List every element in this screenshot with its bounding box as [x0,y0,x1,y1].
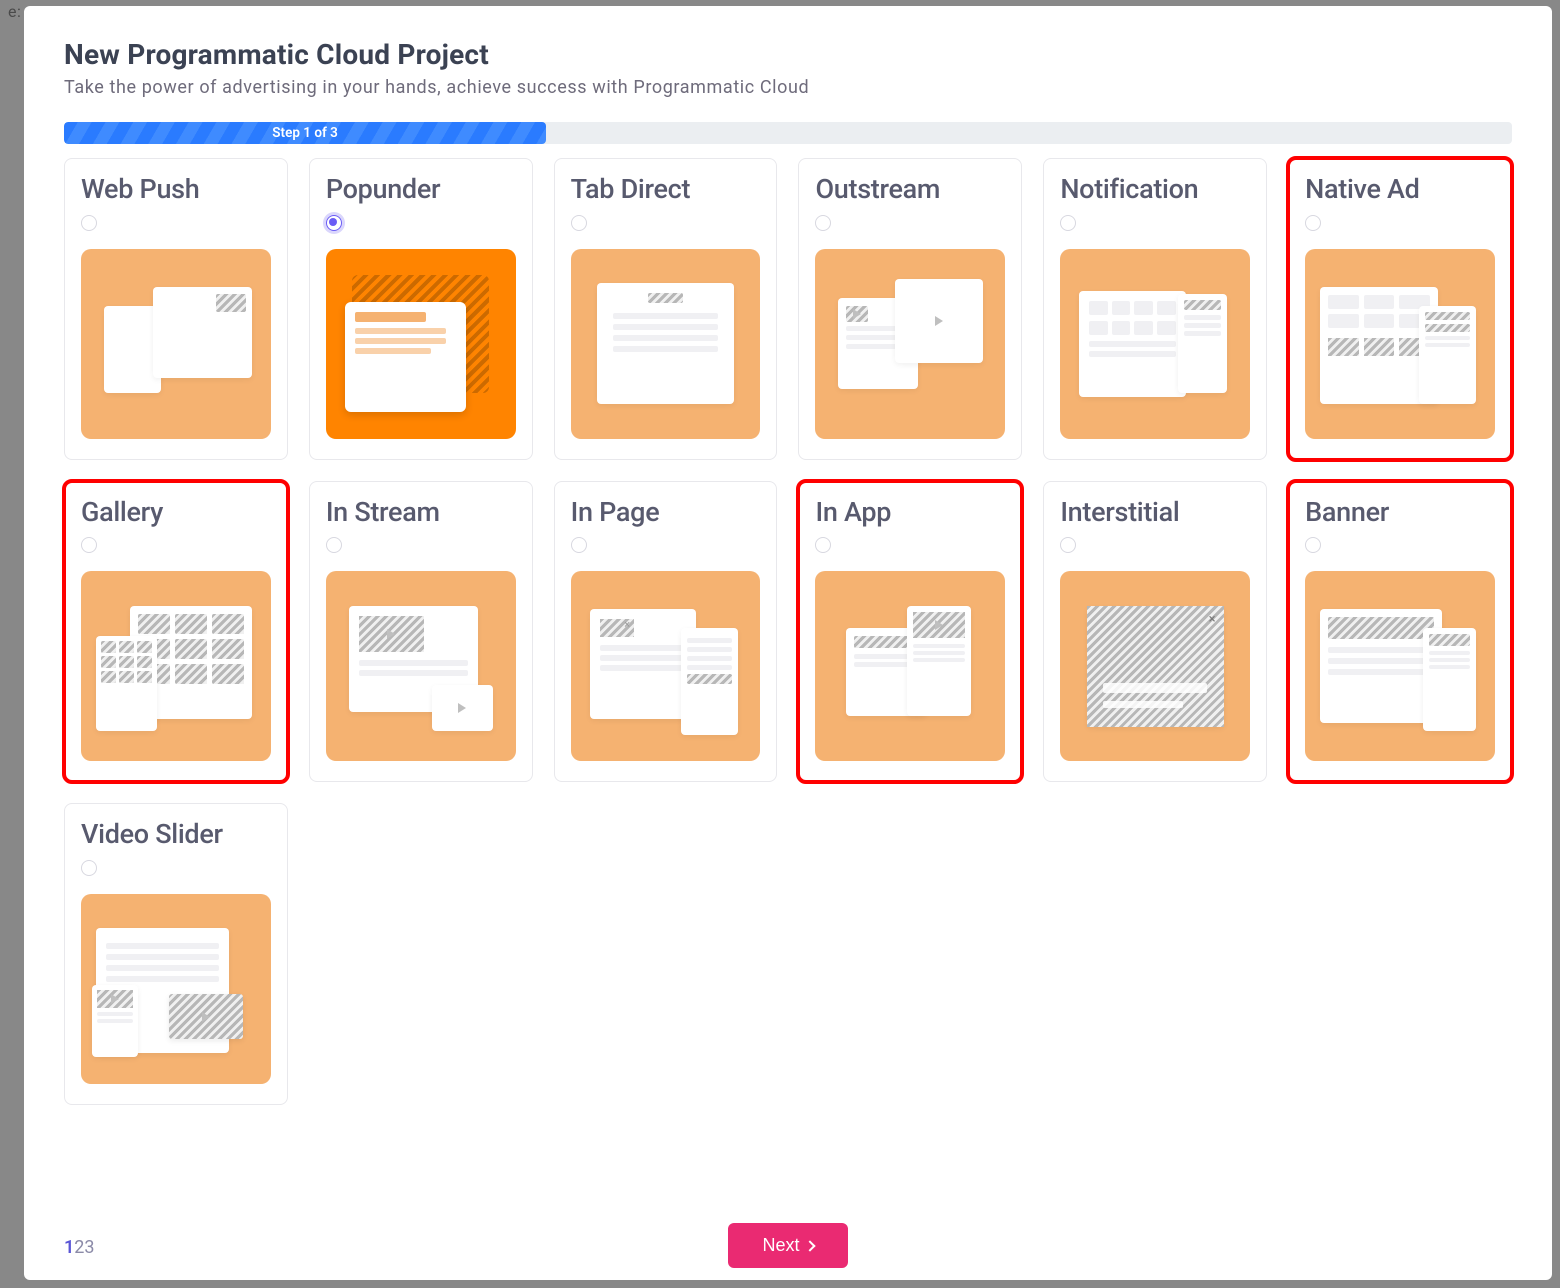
radio-interstitial[interactable] [1060,537,1076,553]
pager[interactable]: 123 [64,1237,95,1258]
ad-type-card-webpush[interactable]: Web Push [64,158,288,460]
thumb-notification [1060,249,1250,439]
thumb-banner [1305,571,1495,761]
project-modal: New Programmatic Cloud Project Take the … [24,6,1552,1280]
radio-instream[interactable] [326,537,342,553]
radio-videoslider[interactable] [81,860,97,876]
thumb-instream [326,571,516,761]
thumb-tabdirect [571,249,761,439]
radio-nativead[interactable] [1305,215,1321,231]
next-button-label: Next [762,1235,799,1256]
chevron-right-icon [804,1240,815,1251]
card-title: Popunder [326,173,516,207]
ad-type-card-inpage[interactable]: In Page [554,481,778,783]
card-title: In App [815,496,1005,530]
ad-type-card-gallery[interactable]: Gallery [64,481,288,783]
modal-footer: Next [38,1223,1538,1268]
card-title: Banner [1305,496,1495,530]
card-title: In Stream [326,496,516,530]
radio-notification[interactable] [1060,215,1076,231]
card-title: Tab Direct [571,173,761,207]
modal-title: New Programmatic Cloud Project [64,38,1512,71]
thumb-inpage [571,571,761,761]
pager-rest: 23 [74,1237,94,1258]
thumb-outstream [815,249,1005,439]
ad-type-card-inapp[interactable]: In App [798,481,1022,783]
thumb-videoslider [81,894,271,1084]
ad-type-card-outstream[interactable]: Outstream [798,158,1022,460]
thumb-popunder [326,249,516,439]
ad-type-card-nativead[interactable]: Native Ad [1288,158,1512,460]
card-title: Outstream [815,173,1005,207]
radio-gallery[interactable] [81,537,97,553]
ad-type-card-popunder[interactable]: Popunder [309,158,533,460]
ad-type-card-instream[interactable]: In Stream [309,481,533,783]
ad-type-card-tabdirect[interactable]: Tab Direct [554,158,778,460]
modal-header: New Programmatic Cloud Project Take the … [38,34,1538,122]
thumb-interstitial: × [1060,571,1250,761]
pager-current: 1 [64,1237,74,1258]
radio-popunder[interactable] [326,215,342,231]
next-button[interactable]: Next [728,1223,847,1268]
ad-type-card-banner[interactable]: Banner [1288,481,1512,783]
radio-inapp[interactable] [815,537,831,553]
progress-label: Step 1 of 3 [272,125,338,141]
radio-tabdirect[interactable] [571,215,587,231]
thumb-nativead [1305,249,1495,439]
radio-webpush[interactable] [81,215,97,231]
card-title: Notification [1060,173,1250,207]
progress-fill: Step 1 of 3 [64,122,546,144]
thumb-inapp [815,571,1005,761]
ad-type-card-interstitial[interactable]: Interstitial × [1043,481,1267,783]
radio-outstream[interactable] [815,215,831,231]
card-title: Video Slider [81,818,271,852]
card-title: Native Ad [1305,173,1495,207]
card-title: Interstitial [1060,496,1250,530]
thumb-gallery [81,571,271,761]
ad-type-card-notification[interactable]: Notification [1043,158,1267,460]
radio-banner[interactable] [1305,537,1321,553]
ad-type-card-videoslider[interactable]: Video Slider [64,803,288,1105]
ad-type-grid: Web Push Popunder Tab Direct Outstream N… [38,158,1538,1105]
card-title: Gallery [81,496,271,530]
modal-subtitle: Take the power of advertising in your ha… [64,77,1512,98]
card-title: In Page [571,496,761,530]
thumb-webpush [81,249,271,439]
card-title: Web Push [81,173,271,207]
radio-inpage[interactable] [571,537,587,553]
progress-bar: Step 1 of 3 [64,122,1512,144]
